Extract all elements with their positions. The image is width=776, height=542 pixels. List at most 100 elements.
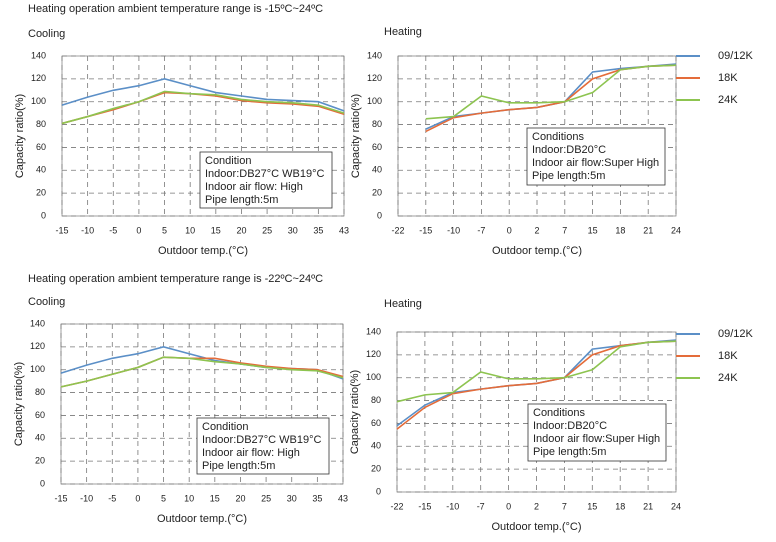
x-tick-label: 2 [534, 501, 539, 511]
chart-title: Cooling [28, 296, 65, 308]
x-tick-label: 25 [262, 225, 272, 235]
x-tick-label: 20 [236, 225, 246, 235]
x-tick-label: 15 [210, 493, 220, 503]
y-tick-label: 60 [36, 142, 46, 152]
y-tick-label: 80 [372, 119, 382, 129]
x-tick-label: -15 [418, 501, 431, 511]
y-tick-label: 40 [371, 441, 381, 451]
x-tick-label: 30 [288, 225, 298, 235]
y-tick-label: 20 [372, 188, 382, 198]
y-tick-label: 120 [30, 341, 45, 351]
y-axis-label: Capacity ratio(%) [349, 370, 361, 454]
legend-label: 09/12K [718, 50, 754, 62]
annotation-line: Condition [202, 421, 248, 433]
x-tick-label: 5 [161, 493, 166, 503]
x-tick-label: 21 [643, 501, 653, 511]
x-tick-label: -10 [447, 225, 460, 235]
chart-title: Cooling [28, 28, 65, 40]
series-line [60, 356, 344, 388]
x-tick-label: 0 [506, 501, 511, 511]
x-tick-label: 25 [261, 493, 271, 503]
legend-label: 18K [718, 72, 738, 84]
section-heading: Heating operation ambient temperature ra… [28, 3, 323, 15]
legend-label: 24K [718, 94, 738, 106]
x-tick-label: 2 [534, 225, 539, 235]
x-tick-label: 24 [671, 501, 681, 511]
y-tick-label: 0 [41, 210, 46, 220]
series-line [425, 64, 677, 120]
y-tick-label: 0 [376, 486, 381, 496]
y-tick-label: 80 [36, 119, 46, 129]
annotation-line: Indoor air flow:Super High [533, 433, 660, 445]
x-tick-label: 15 [587, 501, 597, 511]
annotation-box [199, 151, 333, 209]
x-tick-label: 18 [615, 501, 625, 511]
x-tick-label: 18 [615, 225, 625, 235]
x-axis-label: Outdoor temp.(°C) [492, 245, 582, 257]
x-tick-label: 24 [671, 225, 681, 235]
series-line [61, 91, 345, 125]
x-tick-label: -15 [419, 225, 432, 235]
annotation-line: Conditions [533, 407, 585, 419]
x-axis-label: Outdoor temp.(°C) [158, 245, 248, 257]
x-tick-label: -15 [54, 493, 67, 503]
series-line [60, 346, 344, 380]
y-tick-label: 20 [371, 464, 381, 474]
annotation-line: Indoor:DB27°C WB19°C [202, 434, 322, 446]
annotation-line: Condition [205, 155, 251, 167]
x-tick-label: -5 [109, 225, 117, 235]
x-axis-label: Outdoor temp.(°C) [492, 521, 582, 533]
chart-title: Heating [384, 26, 422, 38]
annotation-line: Indoor air flow: High [205, 181, 303, 193]
x-axis-label: Outdoor temp.(°C) [157, 513, 247, 525]
series-line [60, 356, 344, 388]
annotation-line: Indoor air flow:Super High [532, 157, 659, 169]
x-tick-label: 20 [235, 493, 245, 503]
x-tick-label: -22 [390, 501, 403, 511]
x-tick-label: -22 [391, 225, 404, 235]
annotation-line: Pipe length:5m [532, 170, 605, 182]
x-tick-label: -7 [477, 225, 485, 235]
x-tick-label: -7 [477, 501, 485, 511]
y-tick-label: 100 [31, 96, 46, 106]
y-tick-label: 120 [367, 73, 382, 83]
y-tick-label: 120 [31, 73, 46, 83]
y-tick-label: 0 [377, 210, 382, 220]
y-axis-label: Capacity ratio(%) [13, 362, 25, 446]
annotation-box [527, 403, 667, 462]
y-tick-label: 20 [35, 456, 45, 466]
annotation-line: Indoor:DB20°C [533, 420, 607, 432]
x-tick-label: 43 [339, 225, 349, 235]
x-tick-label: -10 [81, 225, 94, 235]
x-tick-label: 0 [136, 225, 141, 235]
y-tick-label: 60 [35, 410, 45, 420]
y-tick-label: 140 [31, 50, 46, 60]
x-tick-label: 7 [562, 501, 567, 511]
chart-title: Heating [384, 298, 422, 310]
y-tick-label: 80 [371, 395, 381, 405]
x-tick-label: -10 [80, 493, 93, 503]
x-tick-label: 10 [184, 493, 194, 503]
series-line [61, 78, 345, 112]
x-tick-label: 0 [135, 493, 140, 503]
x-tick-label: 7 [562, 225, 567, 235]
y-tick-label: 40 [372, 165, 382, 175]
y-tick-label: 60 [371, 418, 381, 428]
x-tick-label: 15 [588, 225, 598, 235]
x-tick-label: 5 [162, 225, 167, 235]
annotation-box [196, 417, 330, 475]
y-tick-label: 60 [372, 142, 382, 152]
series-line [425, 63, 677, 130]
x-tick-label: -5 [108, 493, 116, 503]
annotation-line: Conditions [532, 131, 584, 143]
x-tick-label: 21 [643, 225, 653, 235]
legend-label: 09/12K [718, 328, 754, 340]
y-tick-label: 100 [367, 96, 382, 106]
legend-label: 24K [718, 372, 738, 384]
x-tick-label: 0 [507, 225, 512, 235]
x-tick-label: 15 [211, 225, 221, 235]
x-tick-label: 43 [338, 493, 348, 503]
legend-label: 18K [718, 350, 738, 362]
annotation-line: Pipe length:5m [205, 194, 278, 206]
